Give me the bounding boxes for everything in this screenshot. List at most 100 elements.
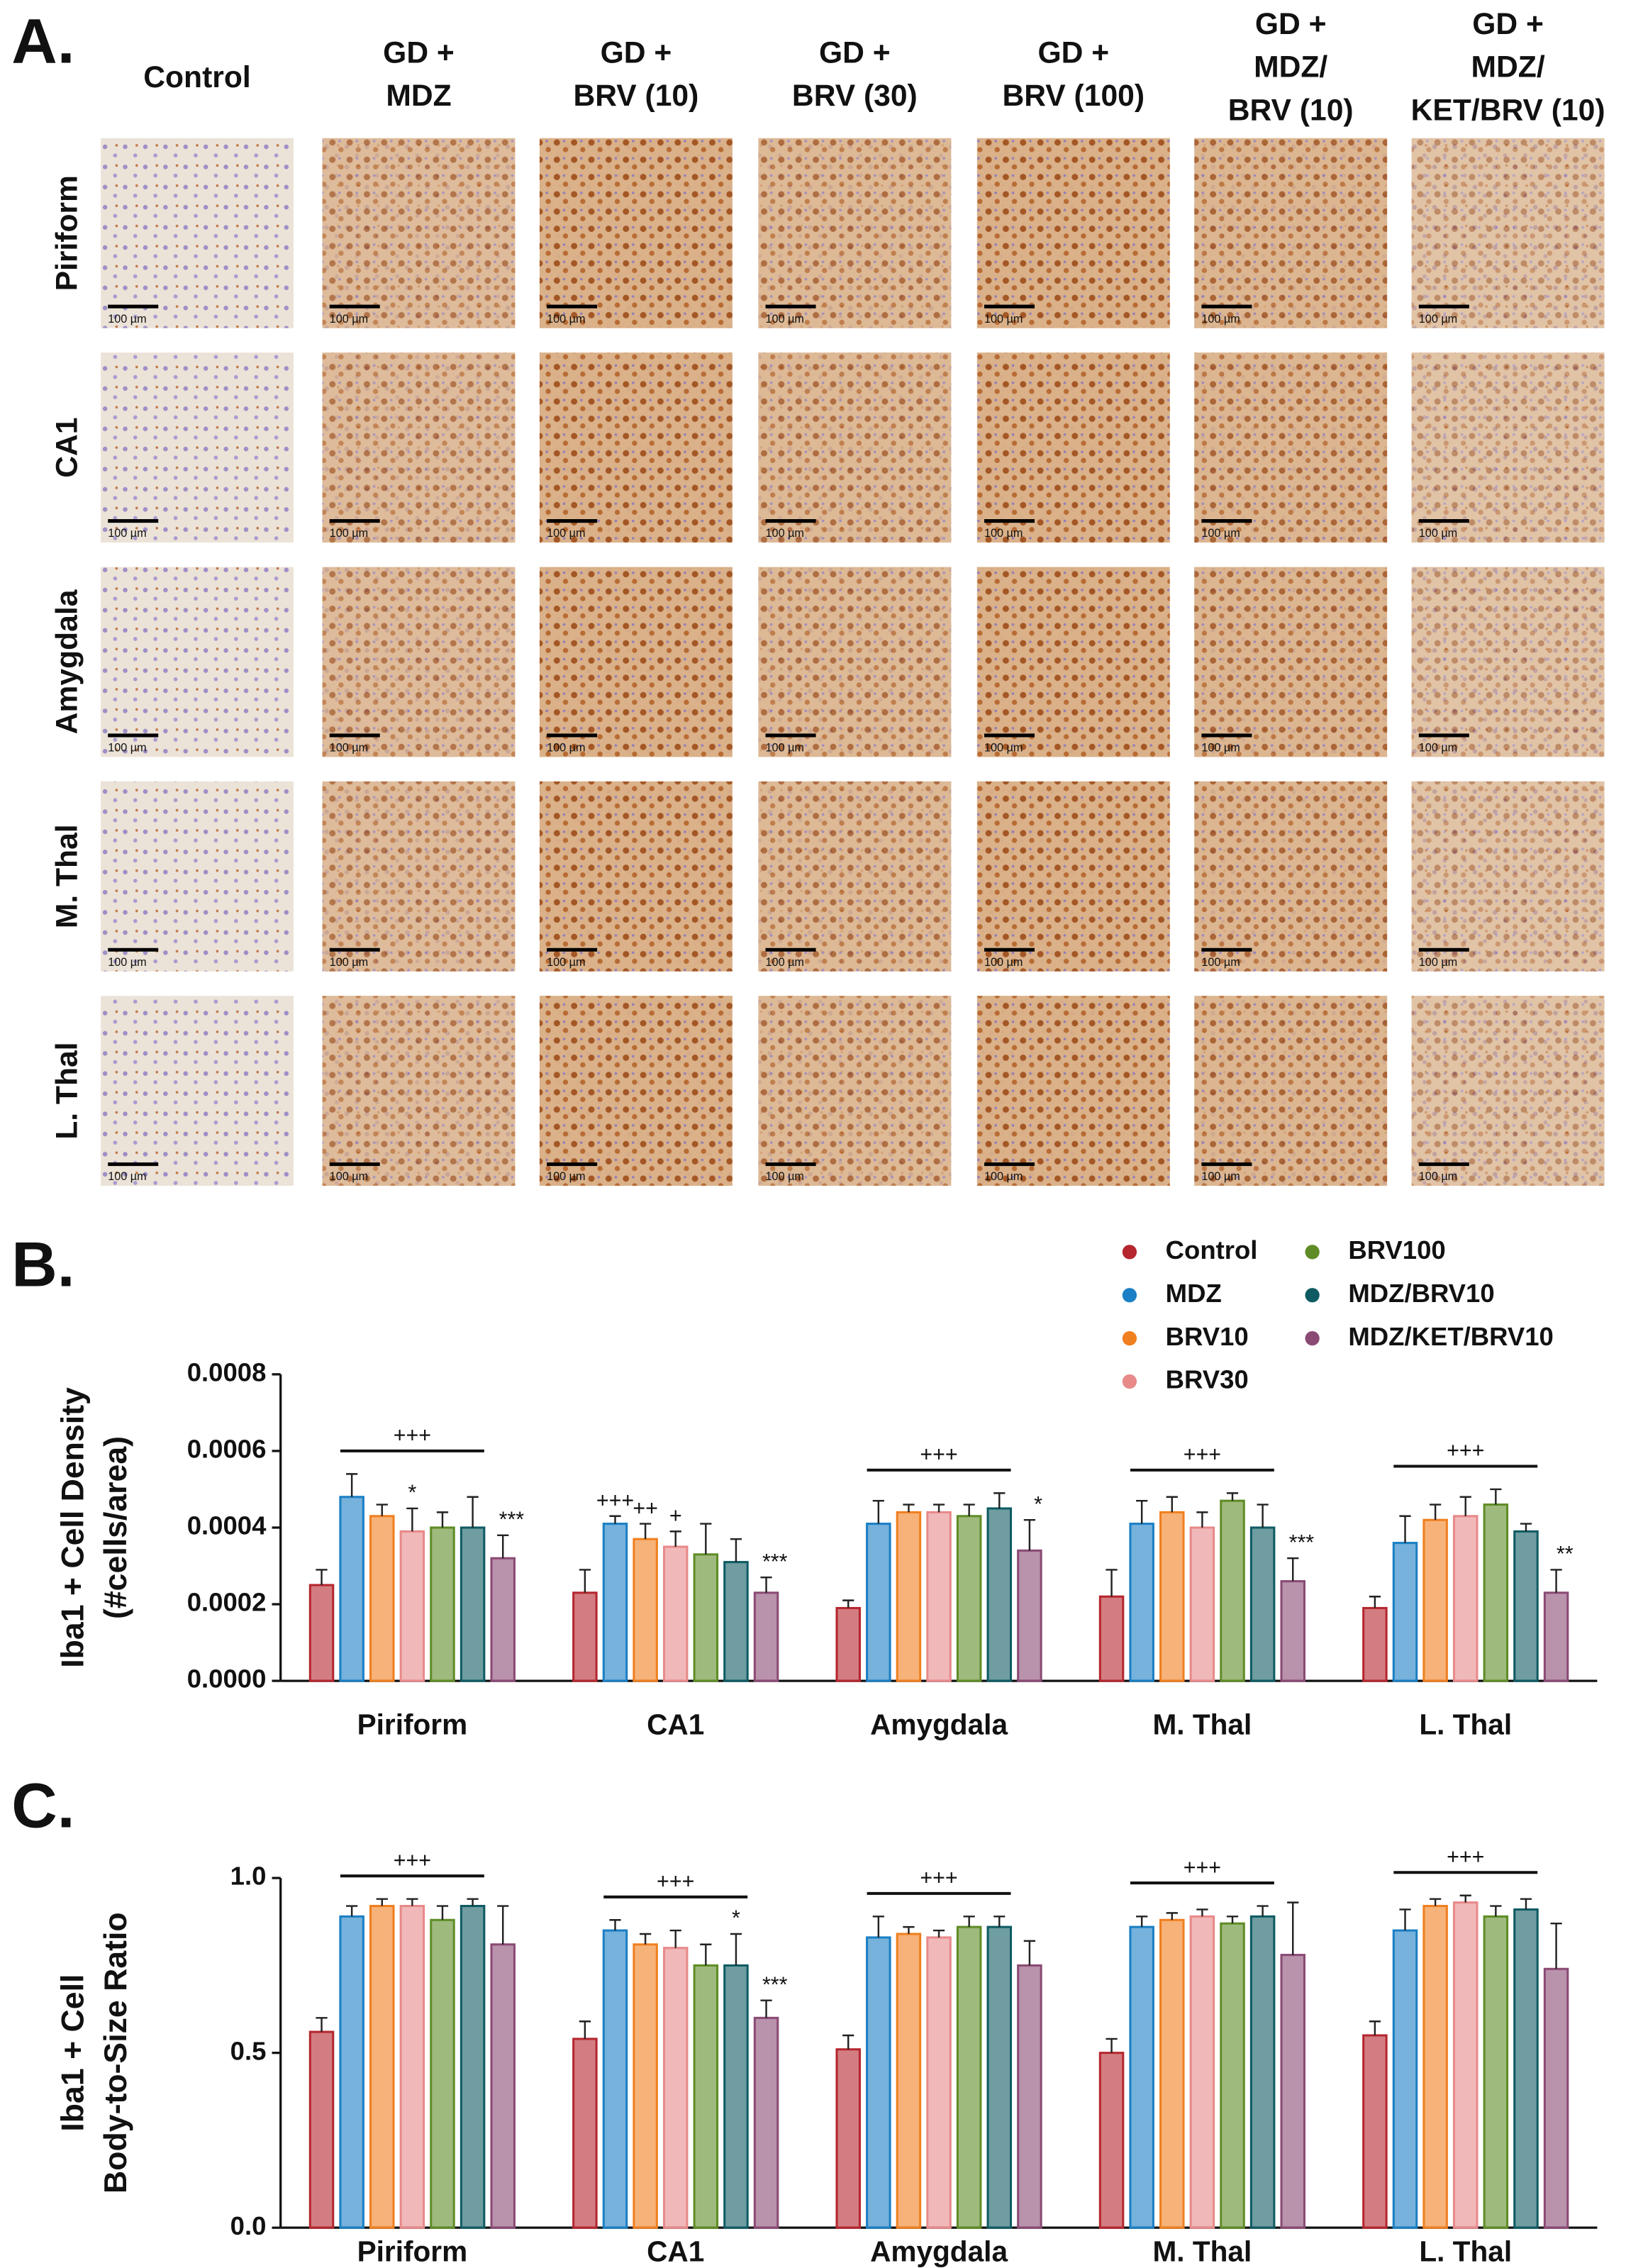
significance-mark: *** (762, 1550, 788, 1574)
panel-label: C. (11, 1769, 74, 1840)
error-bar (1459, 1496, 1471, 1516)
scale-bar-label: 100 µm (108, 741, 146, 754)
bar (1017, 1549, 1042, 1682)
significance-mark: * (732, 1906, 740, 1930)
bar (956, 1515, 982, 1682)
micrograph-stain (322, 138, 516, 328)
bar (369, 1905, 395, 2229)
scale-bar-label: 100 µm (984, 313, 1023, 326)
bar (602, 1929, 628, 2229)
scale-bar-label: 100 µm (766, 1170, 804, 1183)
error-bar (1257, 1905, 1269, 1917)
error-bar (842, 2034, 854, 2050)
error-bar (993, 1916, 1006, 1928)
error-bar (316, 2017, 328, 2033)
error-bar (872, 1499, 884, 1524)
micrograph-stain (1411, 567, 1605, 757)
micrograph (101, 781, 294, 972)
error-bar (1520, 1523, 1532, 1532)
micrograph-stain (322, 996, 516, 1186)
scale-bar-label: 100 µm (984, 1170, 1023, 1183)
scale-bar-label: 100 µm (766, 741, 804, 754)
error-bar (760, 1999, 772, 2018)
bar (1159, 1511, 1185, 1682)
legend-marker (1122, 1330, 1137, 1346)
error-bar (609, 1919, 621, 1931)
error-bar (406, 1898, 418, 1906)
micrograph-stain (539, 352, 733, 543)
bar (399, 1905, 425, 2229)
error-bar (1550, 1569, 1562, 1593)
error-bar (1430, 1898, 1442, 1906)
scale-bar-label: 100 µm (1419, 1170, 1457, 1183)
y-axis-label: (#cells/area) (99, 1436, 133, 1619)
bracket-label: +++ (1447, 1438, 1484, 1462)
error-bar (579, 1569, 591, 1593)
legend-label: Control (1166, 1235, 1258, 1264)
x-tick-label: Amygdala (870, 1708, 1008, 1741)
bar (956, 1925, 982, 2229)
bar (1159, 1918, 1185, 2229)
micrograph-stain (1194, 781, 1388, 972)
y-tick-label: 0.5 (230, 2036, 267, 2065)
bar (986, 1507, 1013, 1682)
bar (896, 1933, 922, 2229)
scale-bar-label: 100 µm (1201, 527, 1240, 540)
column-header: GD + (1037, 35, 1109, 70)
significance-mark: *** (1289, 1530, 1315, 1555)
micrograph-stain (976, 781, 1170, 972)
row-label: M. Thal (50, 824, 84, 928)
error-bar (1550, 1922, 1562, 1969)
significance-mark: *** (762, 1972, 788, 1996)
error-bar (760, 1577, 772, 1593)
bar (662, 1947, 689, 2229)
micrograph-stain (758, 567, 952, 757)
error-bar (1106, 1569, 1118, 1597)
bar (693, 1553, 719, 1682)
row-label: Piriform (50, 175, 84, 291)
scale-bar-label: 100 µm (330, 313, 368, 326)
bar (1129, 1523, 1154, 1682)
bar (1392, 1929, 1418, 2229)
error-bar (436, 1905, 449, 1920)
scale-bar-label: 100 µm (108, 1170, 146, 1183)
error-bar (1520, 1898, 1532, 1910)
significance-mark: *** (499, 1508, 525, 1532)
y-axis-label: Body-to-Size Ratio (99, 1912, 133, 2194)
bar (490, 1557, 516, 1682)
column-header: Control (143, 60, 250, 94)
y-axis-label: Iba1 + Cell Density (55, 1387, 90, 1668)
bracket-label: +++ (920, 1442, 957, 1467)
y-tick-label: 0.0008 (187, 1358, 267, 1387)
x-tick-label: M. Thal (1153, 2235, 1252, 2267)
micrograph-stain (758, 781, 952, 972)
scale-bar-label: 100 µm (1419, 741, 1457, 754)
bar (753, 2016, 779, 2229)
bar (1220, 1499, 1245, 1682)
bar (1220, 1922, 1245, 2229)
bar (460, 1905, 486, 2229)
legend-label: MDZ/KET/BRV10 (1348, 1322, 1553, 1351)
error-bar (700, 1943, 712, 1966)
micrograph-stain (539, 138, 733, 328)
error-bar (639, 1933, 652, 1945)
scale-bar-label: 100 µm (984, 741, 1023, 754)
bar (1513, 1530, 1539, 1682)
x-tick-label: L. Thal (1419, 2235, 1512, 2267)
error-bar (497, 1905, 509, 1945)
bracket-label: +++ (1447, 1845, 1484, 1869)
scale-bar-label: 100 µm (547, 956, 585, 969)
error-bar (700, 1523, 712, 1555)
bar (399, 1530, 425, 1682)
scale-bar-label: 100 µm (1419, 527, 1457, 540)
micrograph-stain (539, 567, 733, 757)
legend-label: BRV100 (1348, 1235, 1445, 1264)
scale-bar-label: 100 µm (766, 313, 804, 326)
significance-mark: + (669, 1503, 682, 1528)
bar (1362, 2034, 1388, 2229)
error-bar (467, 1898, 479, 1906)
bracket-label: +++ (1184, 1855, 1221, 1879)
micrograph-stain (1194, 352, 1388, 543)
column-header: GD + (1472, 7, 1544, 41)
